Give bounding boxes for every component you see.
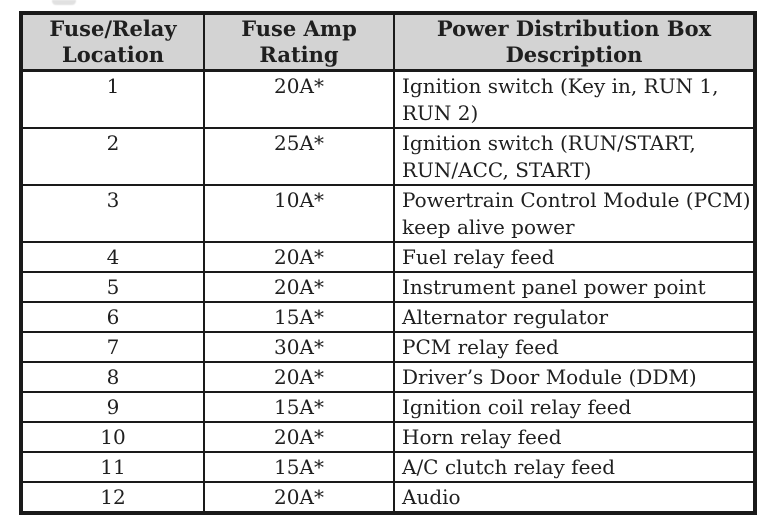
amp-rating-cell: 15A* <box>203 451 395 483</box>
amp-rating-cell: 30A* <box>203 331 395 363</box>
description-cell: A/C clutch relay feed <box>393 451 756 483</box>
description-cell: Ignition coil relay feed <box>393 391 756 423</box>
fuse-location-cell: 4 <box>20 241 205 273</box>
description-cell: Powertrain Control Module (PCM) keep ali… <box>393 184 756 243</box>
header-fuse-relay-location-line1: Fuse/Relay <box>49 16 177 41</box>
header-power-distribution-box-description-line1: Power Distribution Box <box>436 16 712 41</box>
amp-rating-cell: 20A* <box>203 421 395 453</box>
table-row: 6 15A* Alternator regulator <box>20 301 756 333</box>
description-cell: PCM relay feed <box>393 331 756 363</box>
amp-rating-cell: 20A* <box>203 481 395 514</box>
description-cell: Fuel relay feed <box>393 241 756 273</box>
table-row: 7 30A* PCM relay feed <box>20 331 756 363</box>
fuse-location-cell: 1 <box>20 69 205 129</box>
description-cell: Horn relay feed <box>393 421 756 453</box>
fuse-table-body: 1 20A* Ignition switch (Key in, RUN 1, RUN… <box>20 69 756 514</box>
fuse-location-cell: 2 <box>20 127 205 186</box>
table-row: 9 15A* Ignition coil relay feed <box>20 391 756 423</box>
fuse-location-cell: 3 <box>20 184 205 243</box>
fuse-location-cell: 8 <box>20 361 205 393</box>
header-power-distribution-box-description-line2: Description <box>505 42 643 67</box>
table-row: 5 20A* Instrument panel power point <box>20 271 756 303</box>
table-row: 12 20A* Audio <box>20 481 756 514</box>
header-fuse-amp-rating-line2: Rating <box>259 42 339 67</box>
table-row: 2 25A* Ignition switch (RUN/START, RUN/ACC… <box>20 127 756 186</box>
header-fuse-amp-rating: Fuse Amp Rating <box>203 12 395 72</box>
header-fuse-amp-rating-line1: Fuse Amp <box>241 16 357 41</box>
header-fuse-relay-location: Fuse/Relay Location <box>20 12 205 72</box>
amp-rating-cell: 10A* <box>203 184 395 243</box>
header-power-distribution-box-description: Power Distribution Box Description <box>393 12 756 72</box>
amp-rating-cell: 20A* <box>203 361 395 393</box>
table-row: 4 20A* Fuel relay feed <box>20 241 756 273</box>
scan-artifact <box>52 0 76 5</box>
amp-rating-cell: 20A* <box>203 69 395 129</box>
header-fuse-relay-location-line2: Location <box>61 42 165 67</box>
amp-rating-cell: 15A* <box>203 301 395 333</box>
table-header-row: Fuse/Relay Location Fuse Amp Rating Powe… <box>20 12 756 72</box>
fuse-location-cell: 12 <box>20 481 205 514</box>
description-cell: Instrument panel power point <box>393 271 756 303</box>
description-cell: Audio <box>393 481 756 514</box>
fuse-location-cell: 5 <box>20 271 205 303</box>
fuse-location-cell: 10 <box>20 421 205 453</box>
amp-rating-cell: 20A* <box>203 241 395 273</box>
description-cell: Alternator regulator <box>393 301 756 333</box>
description-cell: Driver’s Door Module (DDM) <box>393 361 756 393</box>
table-row: 10 20A* Horn relay feed <box>20 421 756 453</box>
fuse-location-cell: 6 <box>20 301 205 333</box>
fuse-location-cell: 11 <box>20 451 205 483</box>
description-cell: Ignition switch (Key in, RUN 1, RUN 2) <box>393 69 756 129</box>
table-row: 11 15A* A/C clutch relay feed <box>20 451 756 483</box>
amp-rating-cell: 25A* <box>203 127 395 186</box>
description-cell: Ignition switch (RUN/START, RUN/ACC, STA… <box>393 127 756 186</box>
fuse-location-cell: 9 <box>20 391 205 423</box>
table-row: 3 10A* Powertrain Control Module (PCM) kee… <box>20 184 756 243</box>
table-row: 1 20A* Ignition switch (Key in, RUN 1, RUN… <box>20 69 756 129</box>
table-row: 8 20A* Driver’s Door Module (DDM) <box>20 361 756 393</box>
fuse-location-cell: 7 <box>20 331 205 363</box>
fuse-relay-table: Fuse/Relay Location Fuse Amp Rating Powe… <box>19 11 757 515</box>
amp-rating-cell: 15A* <box>203 391 395 423</box>
amp-rating-cell: 20A* <box>203 271 395 303</box>
